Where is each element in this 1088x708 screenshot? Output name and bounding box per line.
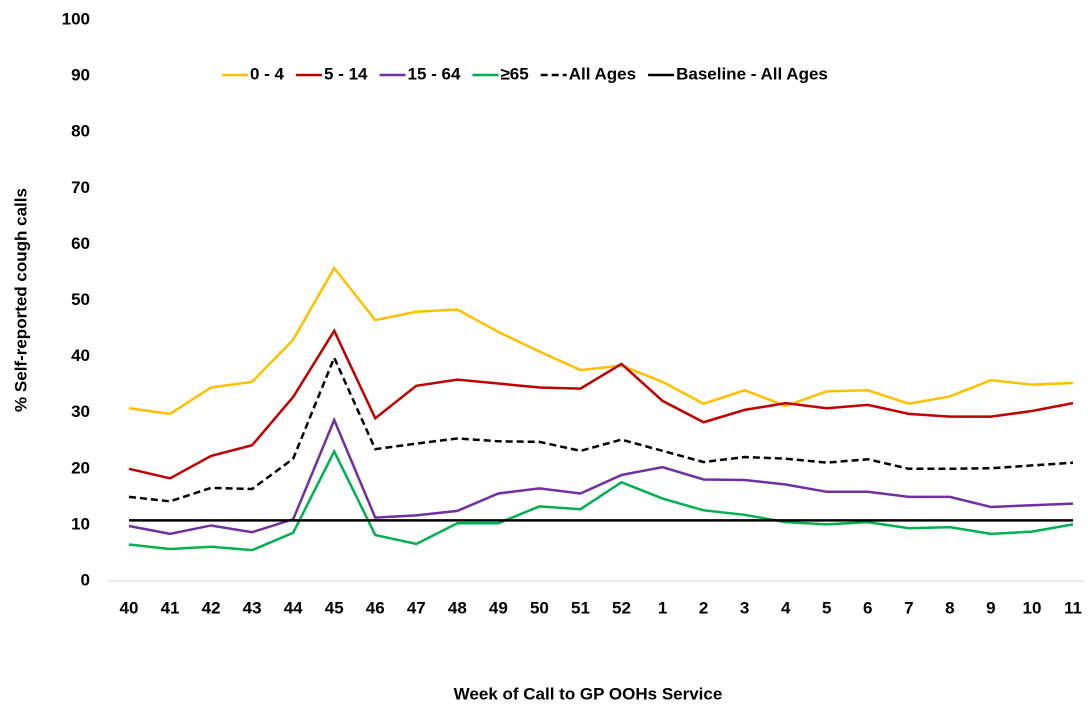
legend-label: 0 - 4: [250, 64, 285, 83]
y-tick-label: 50: [71, 290, 90, 309]
y-tick-label: 10: [71, 514, 90, 533]
y-tick-label: 20: [71, 458, 90, 477]
x-tick-label: 9: [986, 598, 995, 617]
y-tick-label: 80: [71, 122, 90, 141]
y-axis-title: % Self-reported cough calls: [11, 188, 30, 412]
x-tick-label: 43: [243, 598, 262, 617]
series-line: [128, 448, 1074, 552]
series-line: [128, 354, 1074, 503]
x-axis-title: Week of Call to GP OOHs Service: [454, 684, 723, 703]
x-tick-label: 7: [904, 598, 913, 617]
y-tick-label: 30: [71, 402, 90, 421]
y-tick-label: 90: [71, 66, 90, 85]
x-tick-label: 51: [571, 598, 590, 617]
x-tick-label: 1: [658, 598, 667, 617]
y-tick-label: 0: [81, 570, 90, 589]
legend-label: Baseline - All Ages: [676, 64, 828, 83]
x-tick-label: 4: [781, 598, 791, 617]
x-tick-label: 10: [1022, 598, 1041, 617]
x-tick-label: 50: [530, 598, 549, 617]
y-tick-label: 70: [71, 178, 90, 197]
x-tick-label: 45: [325, 598, 344, 617]
x-tick-label: 5: [822, 598, 831, 617]
x-tick-label: 44: [284, 598, 303, 617]
x-tick-label: 42: [202, 598, 221, 617]
x-tick-label: 41: [161, 598, 180, 617]
series-line: [128, 328, 1074, 480]
x-tick-label: 8: [945, 598, 954, 617]
legend-label: 5 - 14: [324, 64, 368, 83]
legend-label: ≥65: [500, 64, 528, 83]
x-tick-label: 46: [366, 598, 385, 617]
x-tick-label: 47: [407, 598, 426, 617]
x-tick-label: 48: [448, 598, 467, 617]
x-tick-label: 49: [489, 598, 508, 617]
y-tick-label: 60: [71, 234, 90, 253]
x-tick-label: 11: [1064, 598, 1082, 617]
x-tick-label: 6: [863, 598, 872, 617]
x-tick-label: 40: [120, 598, 139, 617]
legend-label: 15 - 64: [408, 64, 461, 83]
x-tick-label: 3: [740, 598, 749, 617]
y-tick-label: 100: [62, 9, 90, 28]
y-tick-label: 40: [71, 346, 90, 365]
x-tick-label: 2: [699, 598, 708, 617]
legend-label: All Ages: [569, 64, 636, 83]
series-line: [128, 265, 1074, 416]
series-line: [128, 416, 1074, 536]
x-tick-label: 52: [612, 598, 631, 617]
